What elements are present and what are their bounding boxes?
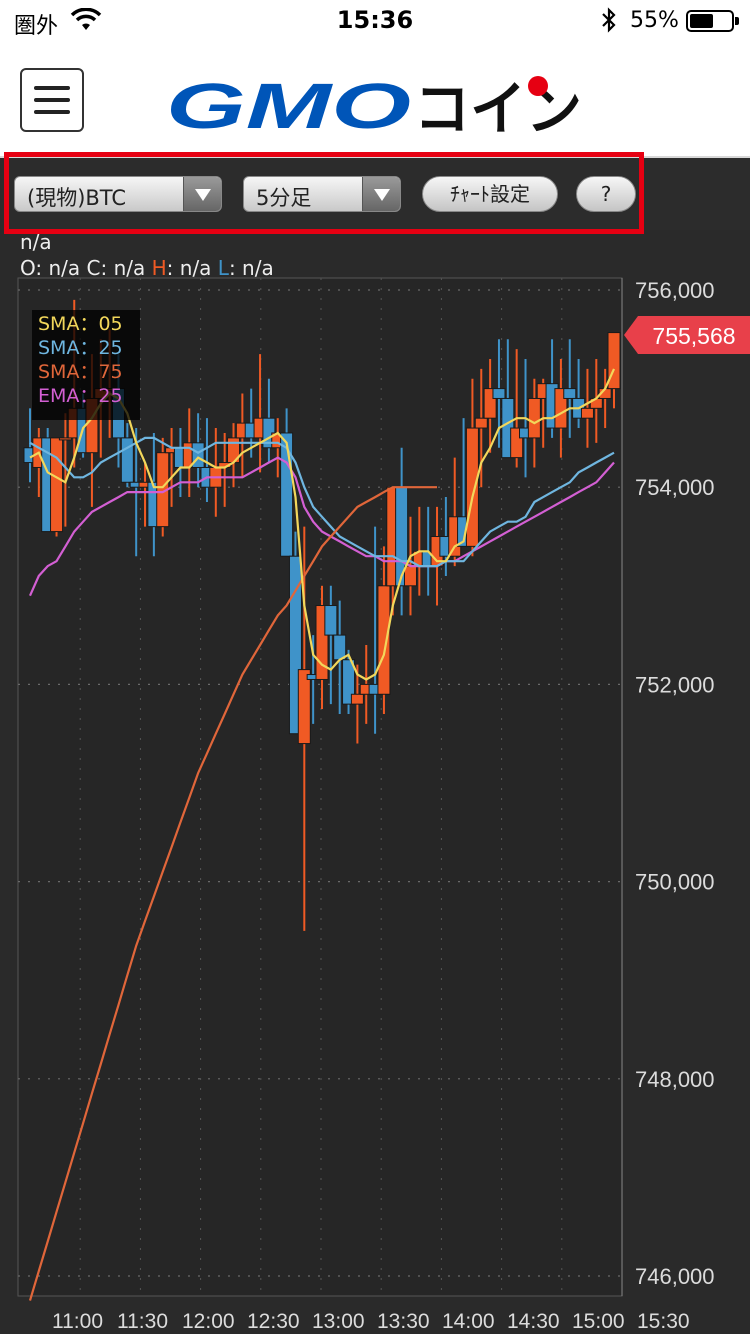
candle-body	[527, 397, 541, 439]
candle-body	[580, 407, 594, 419]
candle-body	[324, 605, 338, 636]
l-label: L	[217, 256, 229, 280]
ohlc-name: n/a	[20, 230, 52, 254]
bluetooth-icon	[602, 7, 616, 33]
o-label: O:	[20, 256, 43, 280]
x-tick-label: 11:00	[52, 1310, 103, 1333]
x-tick-label: 15:00	[572, 1310, 625, 1333]
candle-body	[280, 432, 294, 557]
h-value: : n/a	[166, 256, 212, 280]
chart-settings-button[interactable]: ﾁｬｰﾄ設定	[422, 176, 558, 212]
candle-body	[563, 388, 577, 399]
indicator-legend: SMA：05 SMA：25 SMA：75 EMA：25	[32, 310, 140, 420]
y-tick-label: 750,000	[635, 870, 715, 895]
hamburger-menu-button[interactable]	[20, 68, 84, 132]
symbol-select-value: (現物)BTC	[27, 186, 127, 210]
c-label: C:	[86, 256, 108, 280]
legend-sma25: SMA：25	[38, 337, 123, 359]
candle-body	[342, 659, 356, 705]
chevron-down-icon	[362, 177, 400, 211]
o-value: n/a	[48, 256, 81, 280]
x-tick-label: 12:30	[247, 1310, 300, 1333]
candle-body	[492, 388, 506, 399]
legend-sma05: SMA：05	[38, 313, 123, 335]
ohlc-values: O: n/a C: n/a H: n/a L: n/a	[20, 256, 274, 280]
candle-body	[297, 669, 311, 745]
interval-select[interactable]: 5分足	[243, 176, 401, 212]
h-label: H	[151, 256, 167, 280]
candle-body	[333, 634, 347, 661]
candle-body	[350, 693, 364, 705]
y-tick-label: 752,000	[635, 672, 715, 697]
status-bar: 圏外 15:36 55%	[0, 0, 750, 42]
l-value: : n/a	[228, 256, 274, 280]
y-tick-label: 754,000	[635, 475, 715, 500]
svg-text:コイン: コイン	[414, 76, 582, 136]
c-value: n/a	[113, 256, 146, 280]
x-tick-label: 13:30	[377, 1310, 430, 1333]
candle-body	[403, 565, 417, 587]
gmo-coin-logo: GMO コイン	[166, 76, 582, 136]
sma25-line	[29, 436, 615, 568]
x-tick-label: 13:00	[312, 1310, 365, 1333]
legend-sma75: SMA：75	[38, 361, 123, 383]
legend-ema25: EMA：25	[38, 385, 123, 407]
clock: 15:36	[336, 6, 414, 34]
y-tick-label: 748,000	[635, 1067, 715, 1092]
symbol-select[interactable]: (現物)BTC	[14, 176, 222, 212]
x-tick-label: 11:30	[117, 1310, 168, 1333]
x-tick-label: 14:30	[507, 1310, 560, 1333]
wifi-icon	[70, 8, 102, 30]
highlight-outline	[4, 152, 644, 234]
sma75-line	[28, 486, 437, 1301]
y-tick-label: 756,000	[635, 278, 715, 303]
carrier-label: 圏外	[14, 14, 59, 39]
candle-body	[50, 437, 64, 533]
current-price-tag: 755,568	[624, 316, 750, 354]
svg-text:GMO: GMO	[166, 76, 411, 136]
app-header: GMO コイン	[0, 42, 750, 158]
candle-body	[58, 437, 72, 441]
candle-body	[465, 427, 479, 547]
candle-body	[474, 417, 488, 429]
x-tick-label: 15:30	[637, 1310, 690, 1333]
battery-percent: 55%	[630, 8, 679, 33]
y-tick-label: 746,000	[635, 1264, 715, 1289]
candle-body	[377, 585, 391, 695]
battery-icon	[686, 10, 739, 32]
interval-select-value: 5分足	[256, 186, 312, 210]
x-tick-label: 14:00	[442, 1310, 495, 1333]
chevron-down-icon	[183, 177, 221, 211]
ema25-line	[28, 456, 615, 597]
x-tick-label: 12:00	[182, 1310, 235, 1333]
current-price-value: 755,568	[652, 323, 735, 349]
help-button[interactable]: ?	[576, 176, 636, 212]
